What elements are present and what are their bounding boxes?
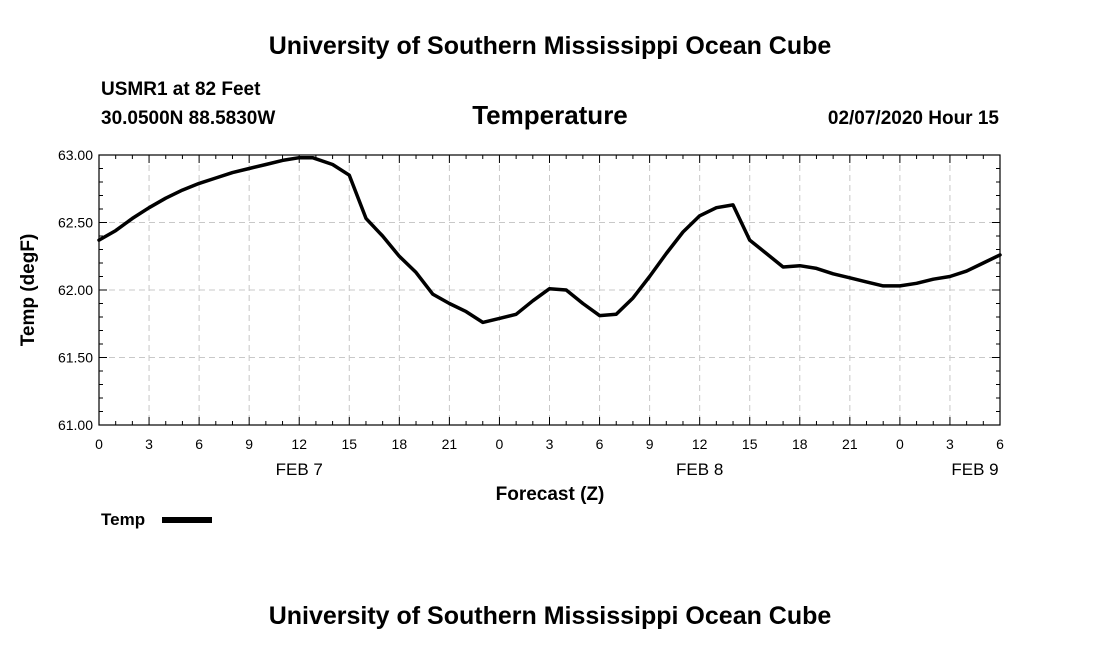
legend: Temp bbox=[101, 510, 212, 529]
run-time-label: 02/07/2020 Hour 15 bbox=[828, 108, 1000, 129]
variable-title: Temperature bbox=[472, 100, 628, 130]
x-tick-label: 12 bbox=[692, 436, 708, 452]
series-layer bbox=[97, 155, 1002, 325]
x-tick-label: 15 bbox=[341, 436, 357, 452]
x-tick-label: 15 bbox=[742, 436, 758, 452]
x-tick-label: 3 bbox=[546, 436, 554, 452]
y-tick-label: 61.50 bbox=[58, 350, 93, 366]
x-tick-label: 18 bbox=[792, 436, 808, 452]
x-tick-label: 18 bbox=[392, 436, 408, 452]
date-label: FEB 8 bbox=[676, 460, 723, 479]
x-tick-label: 0 bbox=[896, 436, 904, 452]
chart-title: University of Southern Mississippi Ocean… bbox=[269, 32, 832, 60]
x-tick-label: 21 bbox=[842, 436, 858, 452]
date-label: FEB 9 bbox=[951, 460, 998, 479]
y-axis-label: Temp (degF) bbox=[18, 234, 39, 347]
legend-label: Temp bbox=[101, 510, 145, 529]
plot-frame bbox=[98, 154, 1001, 426]
location-label: 30.0500N 88.5830W bbox=[101, 108, 275, 129]
x-tick-labels: 0 3 6 9 12 15 18 21 0 3 6 9 12 15 18 21 0 3 6 bbox=[95, 436, 1004, 452]
x-axis-label: Forecast (Z) bbox=[496, 484, 605, 505]
y-tick-label: 62.50 bbox=[58, 215, 93, 231]
x-tick-label: 6 bbox=[996, 436, 1004, 452]
x-tick-label: 0 bbox=[95, 436, 103, 452]
x-tick-label: 6 bbox=[195, 436, 203, 452]
station-label: USMR1 at 82 Feet bbox=[101, 79, 261, 100]
axis-ticks bbox=[98, 154, 1001, 426]
y-tick-label: 63.00 bbox=[58, 147, 93, 163]
date-label: FEB 7 bbox=[276, 460, 323, 479]
x-tick-label: 9 bbox=[245, 436, 253, 452]
y-tick-label: 61.00 bbox=[58, 417, 93, 433]
x-tick-label: 6 bbox=[596, 436, 604, 452]
x-tick-label: 9 bbox=[646, 436, 654, 452]
y-tick-labels: 61.00 61.50 62.00 62.50 63.00 bbox=[58, 147, 93, 433]
x-tick-label: 3 bbox=[145, 436, 153, 452]
x-tick-label: 3 bbox=[946, 436, 954, 452]
series-line-temp bbox=[97, 155, 1002, 325]
y-tick-label: 62.00 bbox=[58, 282, 93, 298]
x-tick-label: 21 bbox=[442, 436, 458, 452]
x-tick-label: 0 bbox=[496, 436, 504, 452]
grid-lines bbox=[99, 155, 1000, 425]
date-labels: FEB 7 FEB 8 FEB 9 bbox=[276, 460, 999, 479]
x-tick-label: 12 bbox=[291, 436, 307, 452]
footer-title: University of Southern Mississippi Ocean… bbox=[269, 602, 832, 630]
